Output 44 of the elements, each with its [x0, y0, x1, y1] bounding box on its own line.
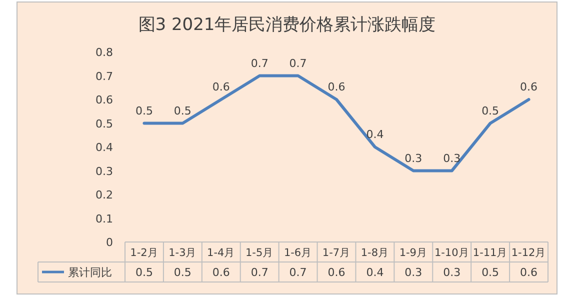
- text: 0.3: [443, 266, 461, 279]
- x-tick-label: 1-3月: [168, 247, 197, 259]
- data-label: 0.7: [250, 56, 268, 70]
- y-tick-label: 0.3: [96, 164, 113, 178]
- text: 0.7: [250, 266, 268, 279]
- y-tick-label: 0.8: [96, 46, 113, 59]
- x-tick-label: 1-5月: [246, 247, 274, 259]
- data-label: 0.5: [482, 104, 500, 118]
- text: 0.6: [328, 266, 346, 279]
- y-tick-label: 0.6: [96, 94, 113, 106]
- data-label: 0.7: [289, 56, 307, 70]
- chart-title: 图3 2021年居民消费价格累计涨跌幅度: [138, 15, 436, 35]
- y-tick-label: 0.5: [96, 117, 113, 130]
- data-label: 0.6: [328, 80, 346, 94]
- data-label: 0.3: [404, 152, 422, 165]
- x-tick-label: 1-9月: [399, 247, 428, 259]
- x-tick-label: 1-12月: [511, 247, 546, 259]
- x-tick-label: 1-11月: [472, 247, 508, 259]
- y-tick-label: 0.4: [96, 141, 113, 154]
- text: 0.6: [212, 266, 230, 279]
- text: 0.4: [366, 266, 384, 279]
- y-tick-label: 0.7: [96, 70, 113, 83]
- data-label: 0.6: [212, 80, 230, 94]
- text: 0.7: [289, 266, 307, 279]
- x-tick-label: 1-2月: [130, 247, 158, 259]
- data-label: 0.6: [520, 80, 538, 94]
- data-label: 0.4: [366, 128, 384, 141]
- text: 0.3: [404, 266, 422, 279]
- x-tick-label: 1-4月: [207, 247, 236, 259]
- y-tick-label: 0.1: [96, 212, 113, 226]
- x-tick-label: 1-8月: [360, 247, 390, 259]
- data-label: 0.3: [443, 152, 461, 165]
- data-label: 0.5: [135, 104, 153, 118]
- x-tick-label: 1-6月: [284, 247, 312, 259]
- x-tick-label: 1-10月: [434, 247, 470, 259]
- text: 0.5: [135, 266, 153, 279]
- text: 0.5: [482, 266, 500, 279]
- x-tick-label: 1-7月: [322, 247, 351, 259]
- legend-label: 累计同比: [68, 266, 112, 279]
- y-tick-label: 0.2: [96, 188, 113, 202]
- y-tick-label: 0: [106, 236, 113, 249]
- text: 0.5: [174, 266, 192, 279]
- text: 0.6: [520, 266, 538, 279]
- data-label: 0.5: [174, 104, 192, 118]
